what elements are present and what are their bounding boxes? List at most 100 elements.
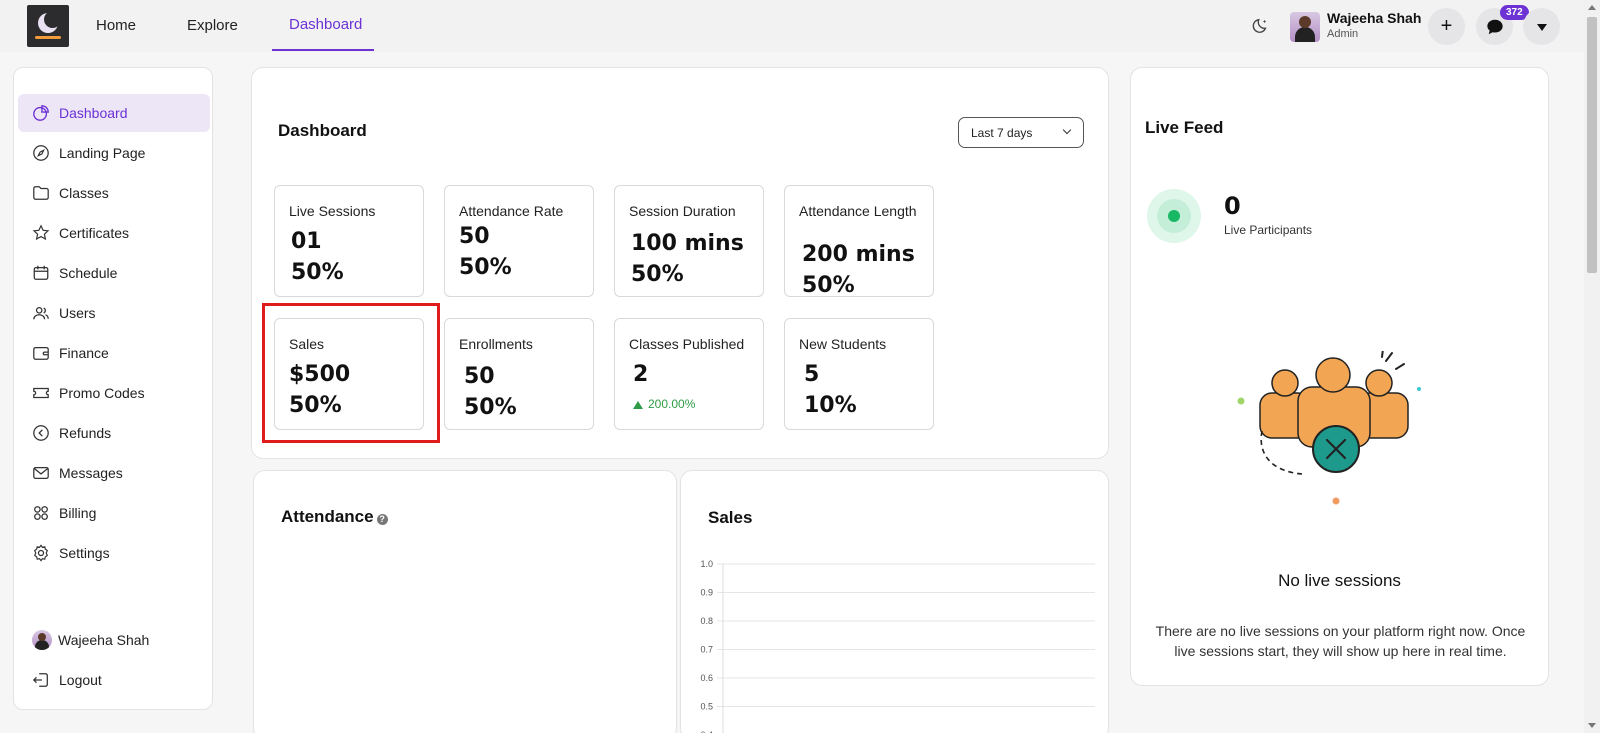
user-name[interactable]: Wajeeha Shah <box>1327 10 1422 26</box>
stat-label: Attendance Rate <box>459 203 564 219</box>
sales-chart-card: Sales 1.0 0.9 0.8 0.7 0.6 0.5 0.4 <box>680 470 1109 733</box>
calendar-icon <box>33 265 49 280</box>
logout-label: Logout <box>59 672 102 688</box>
stat-card-live-sessions[interactable]: Live Sessions 01 50% <box>274 185 424 297</box>
stat-card-sales[interactable]: Sales $500 50% <box>274 318 424 430</box>
top-navbar: Home Explore Dashboard Wajeeha Shah Admi… <box>0 0 1584 52</box>
y-tick-label: 0.4 <box>700 730 713 733</box>
attendance-title: Attendance? <box>281 507 388 527</box>
dark-mode-icon[interactable] <box>1252 17 1270 35</box>
sales-chart: 1.0 0.9 0.8 0.7 0.6 0.5 0.4 <box>700 559 1095 733</box>
sidebar-item-billing[interactable]: Billing <box>18 494 210 532</box>
sidebar-item-promo-codes[interactable]: Promo Codes <box>18 374 210 412</box>
sidebar: Dashboard Landing Page Classes Certifica… <box>13 67 213 710</box>
sidebar-item-messages[interactable]: Messages <box>18 454 210 492</box>
sidebar-item-certificates[interactable]: Certificates <box>18 214 210 252</box>
notification-badge: 372 <box>1500 5 1529 20</box>
user-avatar[interactable] <box>1290 12 1320 42</box>
sidebar-item-label: Settings <box>59 545 110 561</box>
live-participants-label: Live Participants <box>1224 223 1313 237</box>
stat-label: Attendance Length <box>799 203 917 219</box>
stat-card-new-students[interactable]: New Students 5 10% <box>784 318 934 430</box>
page-title: Dashboard <box>278 121 367 140</box>
stat-change: 50% <box>464 395 517 420</box>
live-feed-title: Live Feed <box>1145 118 1224 137</box>
compass-icon <box>33 145 49 161</box>
sidebar-item-landing-page[interactable]: Landing Page <box>18 134 210 172</box>
y-tick-label: 0.5 <box>700 702 713 712</box>
chat-bubble-icon <box>1486 19 1503 34</box>
star-icon <box>32 224 50 241</box>
mail-icon <box>33 466 49 480</box>
attendance-title-text: Attendance <box>281 507 374 526</box>
stat-value: 100 mins <box>631 231 744 256</box>
date-range-select[interactable]: Last 7 days <box>958 117 1084 148</box>
stat-change: 50% <box>459 255 512 280</box>
sidebar-item-label: Certificates <box>59 225 130 241</box>
sidebar-item-users[interactable]: Users <box>18 294 210 332</box>
nav-home-link[interactable]: Home <box>96 17 137 34</box>
stat-card-attendance-length[interactable]: Attendance Length 200 mins 50% <box>784 185 934 298</box>
stat-label: Classes Published <box>629 336 745 352</box>
empty-state-description: There are no live sessions on your platf… <box>1155 623 1526 659</box>
sidebar-item-label: Billing <box>59 505 97 521</box>
nav-dashboard-link[interactable]: Dashboard <box>289 16 363 33</box>
sidebar-item-label: Finance <box>59 345 109 361</box>
grid-icon <box>34 506 48 520</box>
stat-trend: 200.00% <box>633 397 695 411</box>
stat-value: 5 <box>804 362 820 387</box>
selection-highlight-box <box>262 303 440 443</box>
logout-button[interactable]: Logout <box>18 661 210 699</box>
sidebar-item-label: Users <box>59 305 96 321</box>
stat-change: 50% <box>291 260 344 285</box>
page-scrollbar[interactable] <box>1584 0 1600 733</box>
stat-label: Session Duration <box>629 203 736 219</box>
live-participants-count: 0 <box>1224 192 1241 220</box>
add-button[interactable]: + <box>1428 8 1465 45</box>
stat-label: Sales <box>289 336 325 352</box>
refund-icon <box>33 425 49 441</box>
sidebar-item-classes[interactable]: Classes <box>18 174 210 212</box>
stat-value: 01 <box>291 229 322 254</box>
sidebar-item-label: Promo Codes <box>59 385 145 401</box>
sidebar-item-schedule[interactable]: Schedule <box>18 254 210 292</box>
stat-label: Live Sessions <box>289 203 376 219</box>
sidebar-user-name: Wajeeha Shah <box>58 632 150 648</box>
sidebar-item-label: Refunds <box>59 425 112 441</box>
sidebar-item-label: Dashboard <box>59 105 128 121</box>
stat-value: 50 <box>459 224 490 249</box>
stat-change: 200.00% <box>648 397 696 411</box>
stat-card-attendance-rate[interactable]: Attendance Rate 50 50% <box>444 185 594 297</box>
app-logo[interactable] <box>27 5 69 47</box>
account-menu-button[interactable] <box>1523 8 1560 45</box>
stat-card-enrollments[interactable]: Enrollments 50 50% <box>444 318 594 430</box>
sidebar-item-refunds[interactable]: Refunds <box>18 414 210 452</box>
stat-change: 50% <box>631 262 684 287</box>
wallet-icon <box>33 346 49 360</box>
folder-icon <box>33 186 49 200</box>
trend-up-icon <box>633 401 643 409</box>
nav-explore-link[interactable]: Explore <box>187 17 238 34</box>
stat-label: Enrollments <box>459 336 533 352</box>
stat-change: 50% <box>289 393 342 418</box>
chevron-down-icon <box>1062 125 1072 135</box>
sidebar-user-profile[interactable]: Wajeeha Shah <box>18 621 210 659</box>
sidebar-item-finance[interactable]: Finance <box>18 334 210 372</box>
sidebar-item-dashboard[interactable]: Dashboard <box>18 94 210 132</box>
y-tick-label: 0.7 <box>700 645 713 655</box>
gear-icon <box>33 544 49 562</box>
stat-change: 50% <box>802 273 855 298</box>
no-live-sessions-illustration <box>1237 351 1421 505</box>
active-tab-indicator <box>272 49 374 51</box>
avatar <box>32 630 52 650</box>
y-tick-label: 1.0 <box>700 559 713 569</box>
empty-state-title: No live sessions <box>1278 571 1401 590</box>
stat-card-classes-published[interactable]: Classes Published 2 200.00% <box>614 318 764 430</box>
sidebar-item-label: Messages <box>59 465 123 481</box>
sidebar-item-settings[interactable]: Settings <box>18 534 210 572</box>
y-tick-label: 0.9 <box>700 588 713 598</box>
pie-chart-icon <box>33 105 49 121</box>
help-icon[interactable]: ? <box>376 514 388 525</box>
users-icon <box>33 306 49 320</box>
stat-card-session-duration[interactable]: Session Duration 100 mins 50% <box>614 185 764 297</box>
